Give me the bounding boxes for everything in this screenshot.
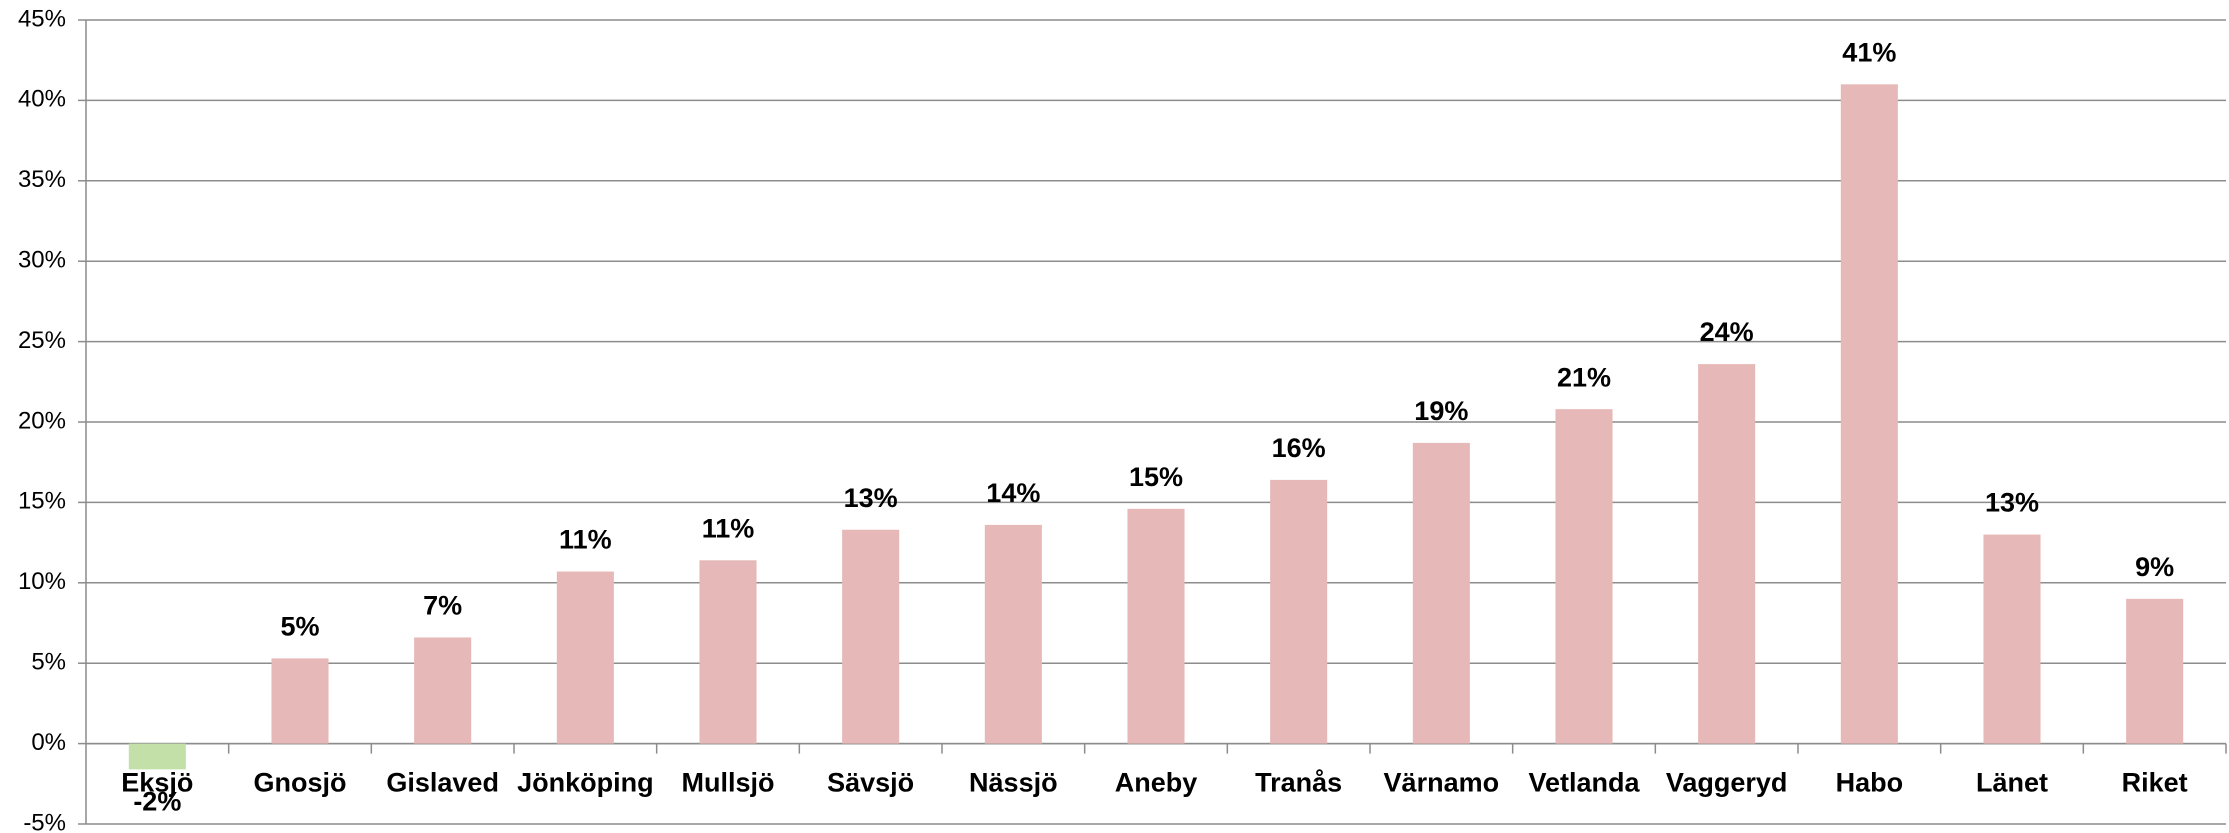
value-label: 41%	[1842, 37, 1896, 67]
bar	[1555, 409, 1613, 744]
y-tick-label: 0%	[31, 729, 66, 756]
bar	[842, 529, 900, 744]
y-tick-label: 10%	[18, 568, 66, 595]
y-tick-label: 40%	[18, 86, 66, 113]
value-label: 24%	[1700, 317, 1754, 347]
bar	[271, 658, 329, 744]
value-label: 11%	[702, 513, 755, 543]
y-tick-label: 20%	[18, 407, 66, 434]
value-label: -2%	[133, 786, 181, 816]
value-label: 5%	[280, 612, 319, 642]
x-tick-label: Tranås	[1255, 768, 1342, 798]
x-tick-label: Länet	[1976, 768, 2048, 798]
bar	[556, 571, 614, 744]
bar	[1983, 534, 2041, 744]
value-label: 13%	[1985, 488, 2039, 518]
x-tick-label: Eksjö	[121, 768, 193, 798]
bar	[699, 560, 757, 744]
value-label: 7%	[423, 591, 462, 621]
x-tick-label: Sävsjö	[827, 768, 914, 798]
y-tick-label: 15%	[18, 488, 66, 515]
value-label: 11%	[559, 525, 612, 555]
x-tick-label: Jönköping	[517, 768, 654, 798]
x-tick-label: Habo	[1836, 768, 1904, 798]
x-tick-label: Värnamo	[1384, 768, 1500, 798]
bar	[1840, 84, 1898, 744]
x-tick-label: Gnosjö	[254, 768, 347, 798]
x-tick-label: Aneby	[1115, 768, 1198, 798]
value-label: 9%	[2135, 552, 2174, 582]
x-tick-label: Riket	[2122, 768, 2188, 798]
value-label: 19%	[1414, 396, 1468, 426]
bar	[2126, 598, 2184, 744]
y-tick-label: -5%	[23, 809, 66, 833]
bar	[1127, 508, 1185, 744]
y-tick-label: 5%	[31, 649, 66, 676]
y-tick-label: 30%	[18, 247, 66, 274]
bar	[128, 743, 186, 770]
x-tick-label: Vaggeryd	[1666, 768, 1788, 798]
value-label: 13%	[844, 483, 898, 513]
value-label: 14%	[986, 478, 1040, 508]
x-tick-label: Mullsjö	[682, 768, 775, 798]
value-label: 16%	[1272, 433, 1326, 463]
value-label: 15%	[1129, 462, 1183, 492]
x-tick-label: Vetlanda	[1528, 768, 1640, 798]
x-tick-label: Gislaved	[386, 768, 499, 798]
bar	[984, 524, 1042, 744]
value-label: 21%	[1557, 362, 1611, 392]
bar	[1412, 442, 1470, 744]
y-tick-label: 25%	[18, 327, 66, 354]
x-tick-label: Nässjö	[969, 768, 1058, 798]
y-tick-label: 35%	[18, 166, 66, 193]
bar	[1270, 479, 1328, 744]
y-tick-label: 45%	[18, 5, 66, 32]
bar	[414, 637, 472, 744]
bar	[1698, 364, 1756, 744]
